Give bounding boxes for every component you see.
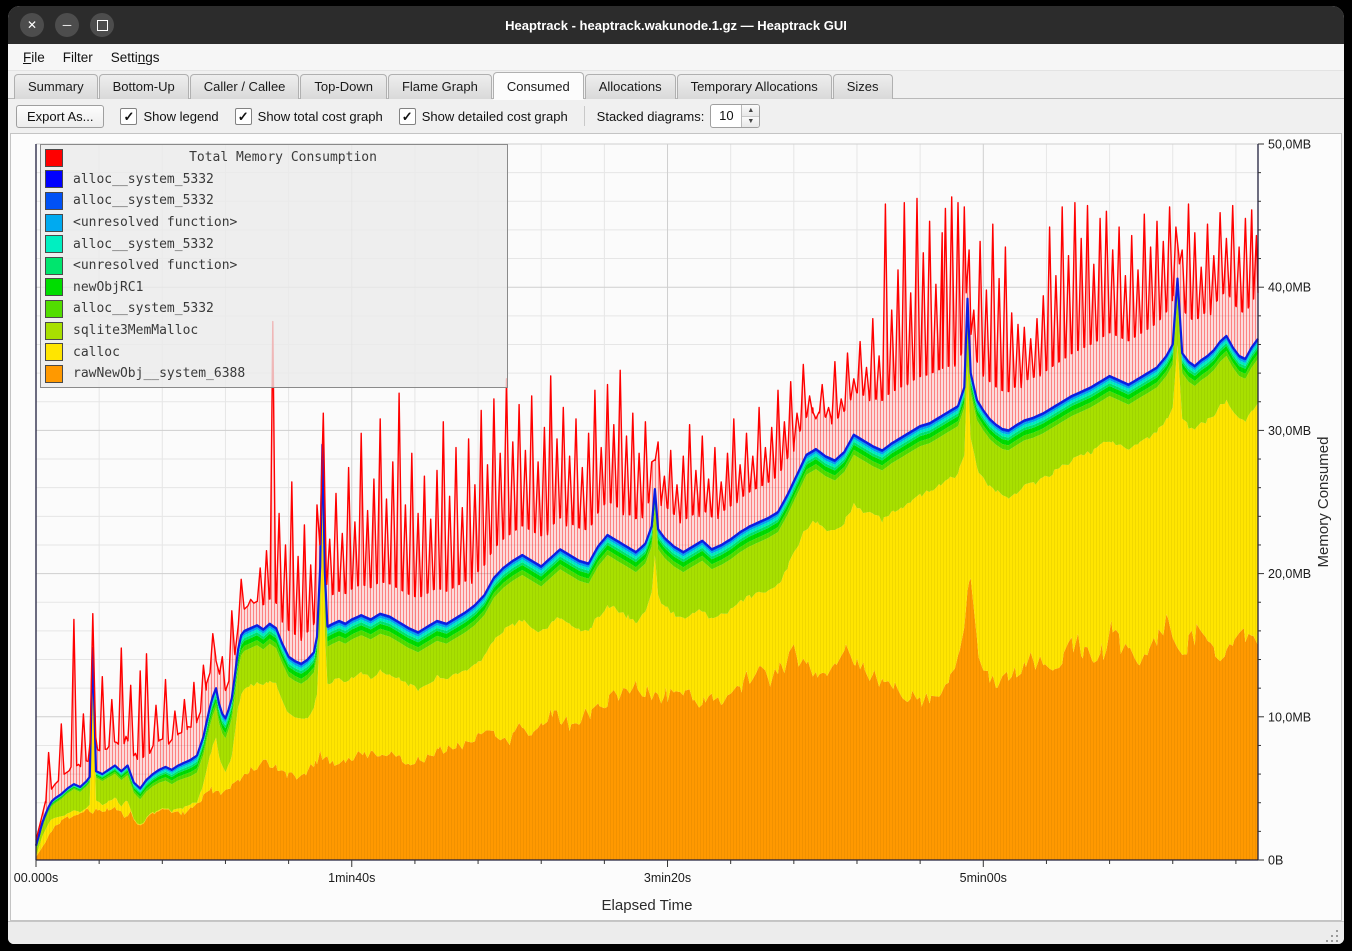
checkmark-icon: ✓ — [120, 107, 138, 125]
svg-text:50,0MB: 50,0MB — [1268, 138, 1311, 152]
chart-frame — [10, 133, 1342, 921]
menu-bar: File Filter Settings — [8, 44, 1344, 71]
checkbox-label: Show legend — [143, 108, 219, 124]
tab-summary[interactable]: Summary — [14, 74, 98, 99]
legend-entry: newObjRC1 — [41, 277, 507, 299]
spinner-down-button[interactable]: ▼ — [742, 116, 760, 127]
chart-legend: Total Memory Consumption alloc__system_53… — [40, 144, 508, 388]
legend-swatch — [45, 321, 63, 340]
tab-sizes[interactable]: Sizes — [832, 74, 893, 99]
axis-ticks — [35, 143, 1264, 867]
legend-entry-label: <unresolved function> — [73, 215, 238, 231]
area-total-memory-consumption — [36, 197, 1258, 846]
tab-caller-callee[interactable]: Caller / Callee — [189, 74, 300, 99]
legend-entry: alloc__system_5332 — [41, 190, 507, 212]
legend-swatch — [45, 343, 63, 362]
stacked-diagrams-value[interactable]: 10 — [719, 108, 734, 123]
legend-entry-label: alloc__system_5332 — [73, 193, 214, 209]
svg-text:1min40s: 1min40s — [328, 871, 375, 885]
legend-entry: <unresolved function> — [41, 212, 507, 234]
menu-item-file[interactable]: File — [23, 49, 45, 65]
maximize-icon — [96, 19, 108, 31]
resize-grip[interactable] — [1324, 928, 1338, 942]
legend-entry-label: alloc__system_5332 — [73, 301, 214, 317]
svg-text:20,0MB: 20,0MB — [1268, 567, 1311, 581]
legend-title-row: Total Memory Consumption — [41, 147, 507, 169]
legend-entry-label: newObjRC1 — [73, 279, 144, 295]
legend-title: Total Memory Consumption — [189, 150, 377, 166]
checkmark-icon: ✓ — [234, 107, 252, 125]
tab-allocations[interactable]: Allocations — [584, 74, 676, 99]
toolbar: Export As... ✓ Show legend ✓ Show total cos… — [8, 99, 1344, 133]
legend-entry: alloc__system_5332 — [41, 169, 507, 191]
legend-entry-label: alloc__system_5332 — [73, 171, 214, 187]
legend-entry: alloc__system_5332 — [41, 233, 507, 255]
menu-item-settings[interactable]: Settings — [110, 49, 160, 65]
checkbox-show-total-cost-graph[interactable]: ✓ Show total cost graph — [234, 107, 383, 125]
line-alloc-system-top — [34, 277, 1259, 846]
maximize-button[interactable] — [90, 13, 114, 37]
app-window: ✕ ─ Heaptrack - heaptrack.wakunode.1.gz … — [8, 6, 1344, 944]
spinner-up-button[interactable]: ▲ — [742, 105, 760, 117]
legend-swatch — [45, 299, 63, 318]
toolbar-separator — [583, 106, 585, 126]
tab-consumed[interactable]: Consumed — [492, 72, 584, 99]
line-total-memory-consumption — [35, 196, 1259, 841]
legend-entry: <unresolved function> — [41, 255, 507, 277]
svg-text:0B: 0B — [1268, 854, 1283, 868]
svg-text:00.000s: 00.000s — [14, 871, 58, 885]
window-title: Heaptrack - heaptrack.wakunode.1.gz — He… — [505, 17, 847, 33]
export-as-button[interactable]: Export As... — [16, 104, 105, 128]
legend-swatch — [45, 278, 63, 297]
checkmark-icon: ✓ — [398, 107, 416, 125]
tab-temporary-allocations[interactable]: Temporary Allocations — [676, 74, 832, 99]
axes — [35, 144, 1259, 861]
tab-top-down[interactable]: Top-Down — [300, 74, 387, 99]
close-icon: ✕ — [26, 18, 38, 32]
checkbox-show-detailed-cost-graph[interactable]: ✓ Show detailed cost graph — [398, 107, 568, 125]
svg-text:5min00s: 5min00s — [960, 871, 1007, 885]
legend-swatch — [45, 364, 63, 383]
minimize-button[interactable]: ─ — [55, 13, 79, 37]
checkbox-show-legend[interactable]: ✓ Show legend — [120, 107, 219, 125]
legend-swatch — [45, 170, 63, 189]
legend-entry-label: <unresolved function> — [73, 258, 238, 274]
stacked-diagrams-spinner[interactable]: 10 ▲ ▼ — [710, 104, 761, 128]
svg-text:3min20s: 3min20s — [644, 871, 691, 885]
legend-entry-label: alloc__system_5332 — [73, 236, 214, 252]
chart-panel: 00.000s 1min40s 3min20s 5min00s 0B 10,0MB 20,0… — [10, 133, 1342, 921]
tab-bottom-up[interactable]: Bottom-Up — [98, 74, 189, 99]
legend-swatch — [45, 213, 63, 232]
svg-text:10,0MB: 10,0MB — [1268, 710, 1311, 724]
title-bar: ✕ ─ Heaptrack - heaptrack.wakunode.1.gz … — [8, 6, 1344, 44]
tab-flame-graph[interactable]: Flame Graph — [387, 74, 492, 99]
legend-swatch — [45, 148, 63, 167]
stacked-diagrams-label: Stacked diagrams: — [596, 108, 705, 124]
legend-swatch — [45, 191, 63, 210]
legend-entry: alloc__system_5332 — [41, 298, 507, 320]
y-axis-title: Memory Consumed — [1315, 437, 1332, 568]
legend-entry: sqlite3MemMalloc — [41, 320, 507, 342]
minimize-icon: ─ — [62, 18, 72, 32]
checkbox-label: Show total cost graph — [257, 108, 383, 124]
legend-swatch — [45, 235, 63, 254]
legend-entry-label: calloc — [73, 344, 120, 360]
legend-entry-label: rawNewObj__system_6388 — [73, 366, 246, 382]
close-button[interactable]: ✕ — [20, 13, 44, 37]
checkbox-label: Show detailed cost graph — [421, 108, 568, 124]
tab-bar: Summary Bottom-Up Caller / Callee Top-Down F… — [8, 71, 1344, 99]
svg-text:40,0MB: 40,0MB — [1268, 281, 1311, 295]
svg-text:30,0MB: 30,0MB — [1268, 424, 1311, 438]
legend-entry-label: sqlite3MemMalloc — [73, 323, 199, 339]
legend-entry: calloc — [41, 341, 507, 363]
x-axis-title: Elapsed Time — [602, 897, 693, 914]
legend-entry: rawNewObj__system_6388 — [41, 363, 507, 385]
menu-item-filter[interactable]: Filter — [62, 49, 93, 65]
legend-swatch — [45, 256, 63, 275]
axis-labels: 00.000s 1min40s 3min20s 5min00s 0B 10,0MB 20,0… — [14, 138, 1311, 886]
status-bar — [8, 921, 1344, 944]
